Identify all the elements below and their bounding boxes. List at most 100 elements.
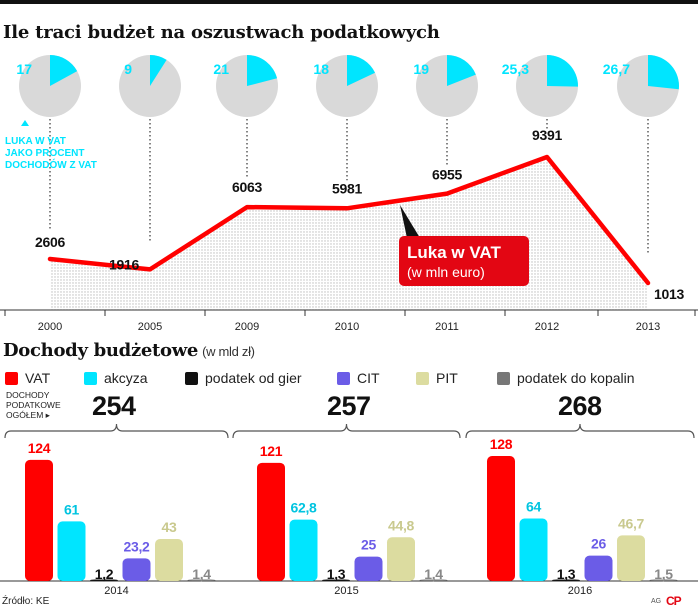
group-brace [4, 423, 229, 439]
pie-annotation-arrow [21, 120, 29, 126]
bar-podatek-od-gier [552, 579, 580, 581]
bar-PIT [155, 539, 183, 581]
bar-value-label: 61 [64, 501, 79, 517]
legend-swatch [5, 371, 18, 385]
bar-value-label: 46,7 [618, 515, 645, 531]
legend-item-akcyza: akcyza [84, 368, 148, 388]
legend-swatch [185, 371, 198, 385]
pie-value-label: 26,7 [603, 61, 630, 77]
pie-slice [150, 55, 167, 86]
pie-slice [347, 55, 376, 86]
bar-value-label: 23,2 [123, 538, 150, 554]
pie-annotation: LUKA W VAT JAKO PROCENT DOCHODÓW Z VAT [5, 136, 97, 171]
budget-bar-chart: 2014 2015 2016 124 61 1,2 23,2 43 1,4 121 62,8 1,3… [0, 423, 698, 597]
legend-label: podatek od gier [205, 370, 302, 386]
legend-label: CIT [357, 370, 380, 386]
legend-swatch [84, 371, 97, 385]
bar-podatek-do-kopalin [419, 579, 448, 581]
x-tick-label: 2013 [636, 321, 660, 333]
legend-item-vat: VAT [5, 368, 50, 388]
pie-value-label: 19 [413, 61, 429, 77]
x-tick-label: 2010 [335, 321, 359, 333]
totals-label-line: DOCHODY [6, 390, 50, 400]
legend-label: PIT [436, 370, 458, 386]
bar-PIT [387, 537, 415, 581]
callout-box [399, 236, 529, 286]
data-value-label: 9391 [532, 127, 562, 143]
chart-title: Ile traci budżet na oszustwach podatkowy… [3, 22, 440, 43]
budget-subtitle: (w mld zł) [202, 344, 255, 359]
bar-value-label: 128 [490, 436, 513, 452]
x-tick-label: 2000 [38, 321, 62, 333]
bar-PIT [617, 535, 645, 581]
bar-akcyza [57, 521, 86, 581]
data-value-label: 1013 [654, 286, 684, 302]
bar-VAT [25, 459, 53, 581]
pie-value-label: 18 [313, 61, 329, 77]
vat-gap-chart: 17 9 21 18 19 25,3 26,7 LUKA W VAT JAKO PROCENT D… [0, 55, 698, 333]
bar-VAT [257, 462, 285, 581]
pie-value-label: 9 [124, 61, 132, 77]
totals-label-line: OGÓŁEM ▸ [6, 410, 50, 420]
total-2014: 254 [92, 391, 136, 421]
bar-value-label: 25 [361, 537, 376, 553]
group-brace [232, 423, 461, 439]
budget-title-text: Dochody budżetowe [3, 340, 199, 361]
bar-akcyza [289, 519, 318, 581]
totals-label: DOCHODY PODATKOWE OGÓŁEM ▸ [6, 390, 61, 420]
publisher-logo: CP [666, 594, 682, 608]
author-credit: AG [651, 598, 662, 605]
bar-podatek-do-kopalin [649, 579, 678, 581]
totals-label-line: PODATKOWE [6, 400, 61, 410]
legend-label: podatek do kopalin [517, 370, 635, 386]
top-rule [0, 0, 698, 4]
bar-CIT [354, 556, 383, 581]
legend-item-pit: PIT [416, 368, 458, 388]
bar-value-label: 1,3 [327, 566, 346, 582]
bar-value-label: 64 [526, 499, 541, 515]
group-year-label: 2014 [104, 585, 128, 597]
bar-value-label: 62,8 [290, 500, 317, 516]
pie-value-label: 17 [16, 61, 32, 77]
data-value-label: 5981 [332, 180, 362, 196]
legend-swatch [497, 371, 510, 385]
bar-value-label: 43 [162, 519, 177, 535]
group-year-label: 2016 [568, 585, 592, 597]
data-value-label: 6063 [232, 179, 262, 195]
legend-item-cit: CIT [337, 368, 380, 388]
bar-value-label: 44,8 [388, 517, 415, 533]
bar-value-label: 26 [591, 536, 606, 552]
pie-value-label: 25,3 [502, 61, 529, 77]
x-tick-label: 2011 [435, 321, 459, 333]
vat-gap-line [47, 154, 651, 286]
bar-VAT [487, 456, 515, 581]
group-year-label: 2015 [334, 585, 358, 597]
budget-section-title: Dochody budżetowe (w mld zł) [3, 340, 255, 361]
total-2015: 257 [327, 391, 371, 421]
series-unit-label: (w mln euro) [407, 264, 485, 280]
pie-slice [50, 55, 78, 86]
bar-legend: VAT akcyza podatek od gier CIT PIT podat… [5, 368, 695, 390]
pie-value-label: 21 [213, 61, 229, 77]
callout-pointer [400, 205, 420, 238]
bar-value-label: 121 [260, 443, 283, 459]
legend-item-kopaliny: podatek do kopalin [497, 368, 635, 388]
pie-slice [648, 55, 679, 90]
bar-value-label: 1,2 [95, 566, 114, 582]
bar-value-label: 1,3 [557, 566, 576, 582]
bar-value-label: 1,5 [654, 566, 673, 582]
total-2016: 268 [558, 391, 602, 421]
data-value-label: 2606 [35, 234, 65, 250]
bar-akcyza [519, 518, 548, 581]
pie-slice [247, 55, 278, 86]
pie-slice [547, 55, 578, 87]
bar-value-label: 1,4 [424, 566, 443, 582]
legend-label: akcyza [104, 370, 148, 386]
bar-CIT [584, 555, 613, 581]
legend-swatch [337, 371, 350, 385]
x-tick-label: 2012 [535, 321, 559, 333]
legend-label: VAT [25, 370, 51, 386]
bar-podatek-od-gier [322, 579, 350, 581]
bar-value-label: 1,4 [192, 566, 211, 582]
x-tick-label: 2005 [138, 321, 162, 333]
